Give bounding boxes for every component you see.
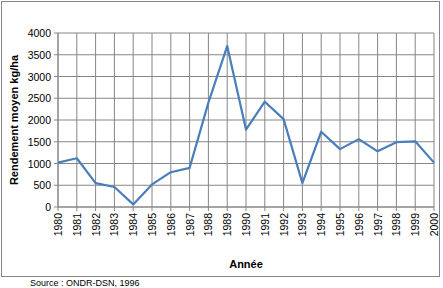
x-axis-title: Année [229,258,263,270]
x-tick-label: 1996 [353,213,365,237]
y-tick [54,54,58,55]
x-tick [340,207,341,211]
x-tick-label: 1980 [52,213,64,237]
x-tick [227,207,228,211]
x-tick [434,207,435,211]
x-tick [246,207,247,211]
x-tick-label: 1989 [221,213,233,237]
x-tick-label: 1993 [296,213,308,237]
x-grid-line [246,33,247,207]
x-tick [358,207,359,211]
x-tick-label: 1998 [390,213,402,237]
x-tick [415,207,416,211]
x-grid-line [321,33,322,207]
x-tick-label: 1984 [127,213,139,237]
x-tick-label: 1997 [372,213,384,237]
x-grid-line [415,33,416,207]
y-tick [54,141,58,142]
x-tick-label: 1990 [240,213,252,237]
x-tick-label: 1999 [409,213,421,237]
x-tick-label: 1986 [165,213,177,237]
x-grid-line [227,33,228,207]
x-tick [95,207,96,211]
x-grid-line [114,33,115,207]
x-grid-line [152,33,153,207]
x-tick [152,207,153,211]
x-tick [76,207,77,211]
x-tick [170,207,171,211]
x-tick [114,207,115,211]
x-tick-label: 1992 [278,213,290,237]
x-grid-line [340,33,341,207]
x-tick [208,207,209,211]
y-tick-label: 500 [33,179,51,191]
y-tick [54,185,58,186]
y-tick-label: 3000 [28,71,52,83]
data-line [58,46,434,204]
x-grid-line [358,33,359,207]
y-tick-label: 2500 [28,92,52,104]
chart-frame [2,2,440,277]
x-tick-label: 1987 [184,213,196,237]
y-tick [54,98,58,99]
x-tick [58,207,59,211]
x-grid-line [133,33,134,207]
x-tick [133,207,134,211]
x-tick [283,207,284,211]
x-tick [189,207,190,211]
x-tick-label: 1988 [202,213,214,237]
x-grid-line [264,33,265,207]
y-tick [54,33,58,34]
source-note: Source : ONDR-DSN, 1996 [30,278,140,288]
x-tick-label: 1982 [90,213,102,237]
y-tick-label: 4000 [28,27,52,39]
x-tick [396,207,397,211]
y-tick [54,207,58,208]
y-tick-label: 2000 [28,114,52,126]
x-tick-label: 1991 [259,213,271,237]
y-tick [54,163,58,164]
x-tick-label: 1981 [71,213,83,237]
x-grid-line [189,33,190,207]
x-grid-line [76,33,77,207]
x-tick-label: 1995 [334,213,346,237]
x-grid-line [434,33,435,207]
x-tick [377,207,378,211]
x-grid-line [377,33,378,207]
x-tick [321,207,322,211]
y-tick [54,76,58,77]
y-tick-label: 1500 [28,136,52,148]
x-tick [302,207,303,211]
x-grid-line [208,33,209,207]
x-tick-label: 2000 [428,213,440,237]
y-tick-label: 1000 [28,158,52,170]
plot-area [58,46,434,204]
x-grid-line [396,33,397,207]
y-tick [54,120,58,121]
grid [58,33,434,207]
y-axis-title: Rendement moyen kg/ha [8,54,20,185]
x-tick-label: 1994 [315,213,327,237]
chart: 0 500 1000 1500 2000 2500 3000 3500 4000 1980 1981… [0,0,443,288]
x-tick [264,207,265,211]
y-tick-label: 0 [45,201,51,213]
x-grid-line [170,33,171,207]
x-tick-label: 1985 [146,213,158,237]
y-tick-label: 3500 [28,49,52,61]
x-tick-label: 1983 [108,213,120,237]
